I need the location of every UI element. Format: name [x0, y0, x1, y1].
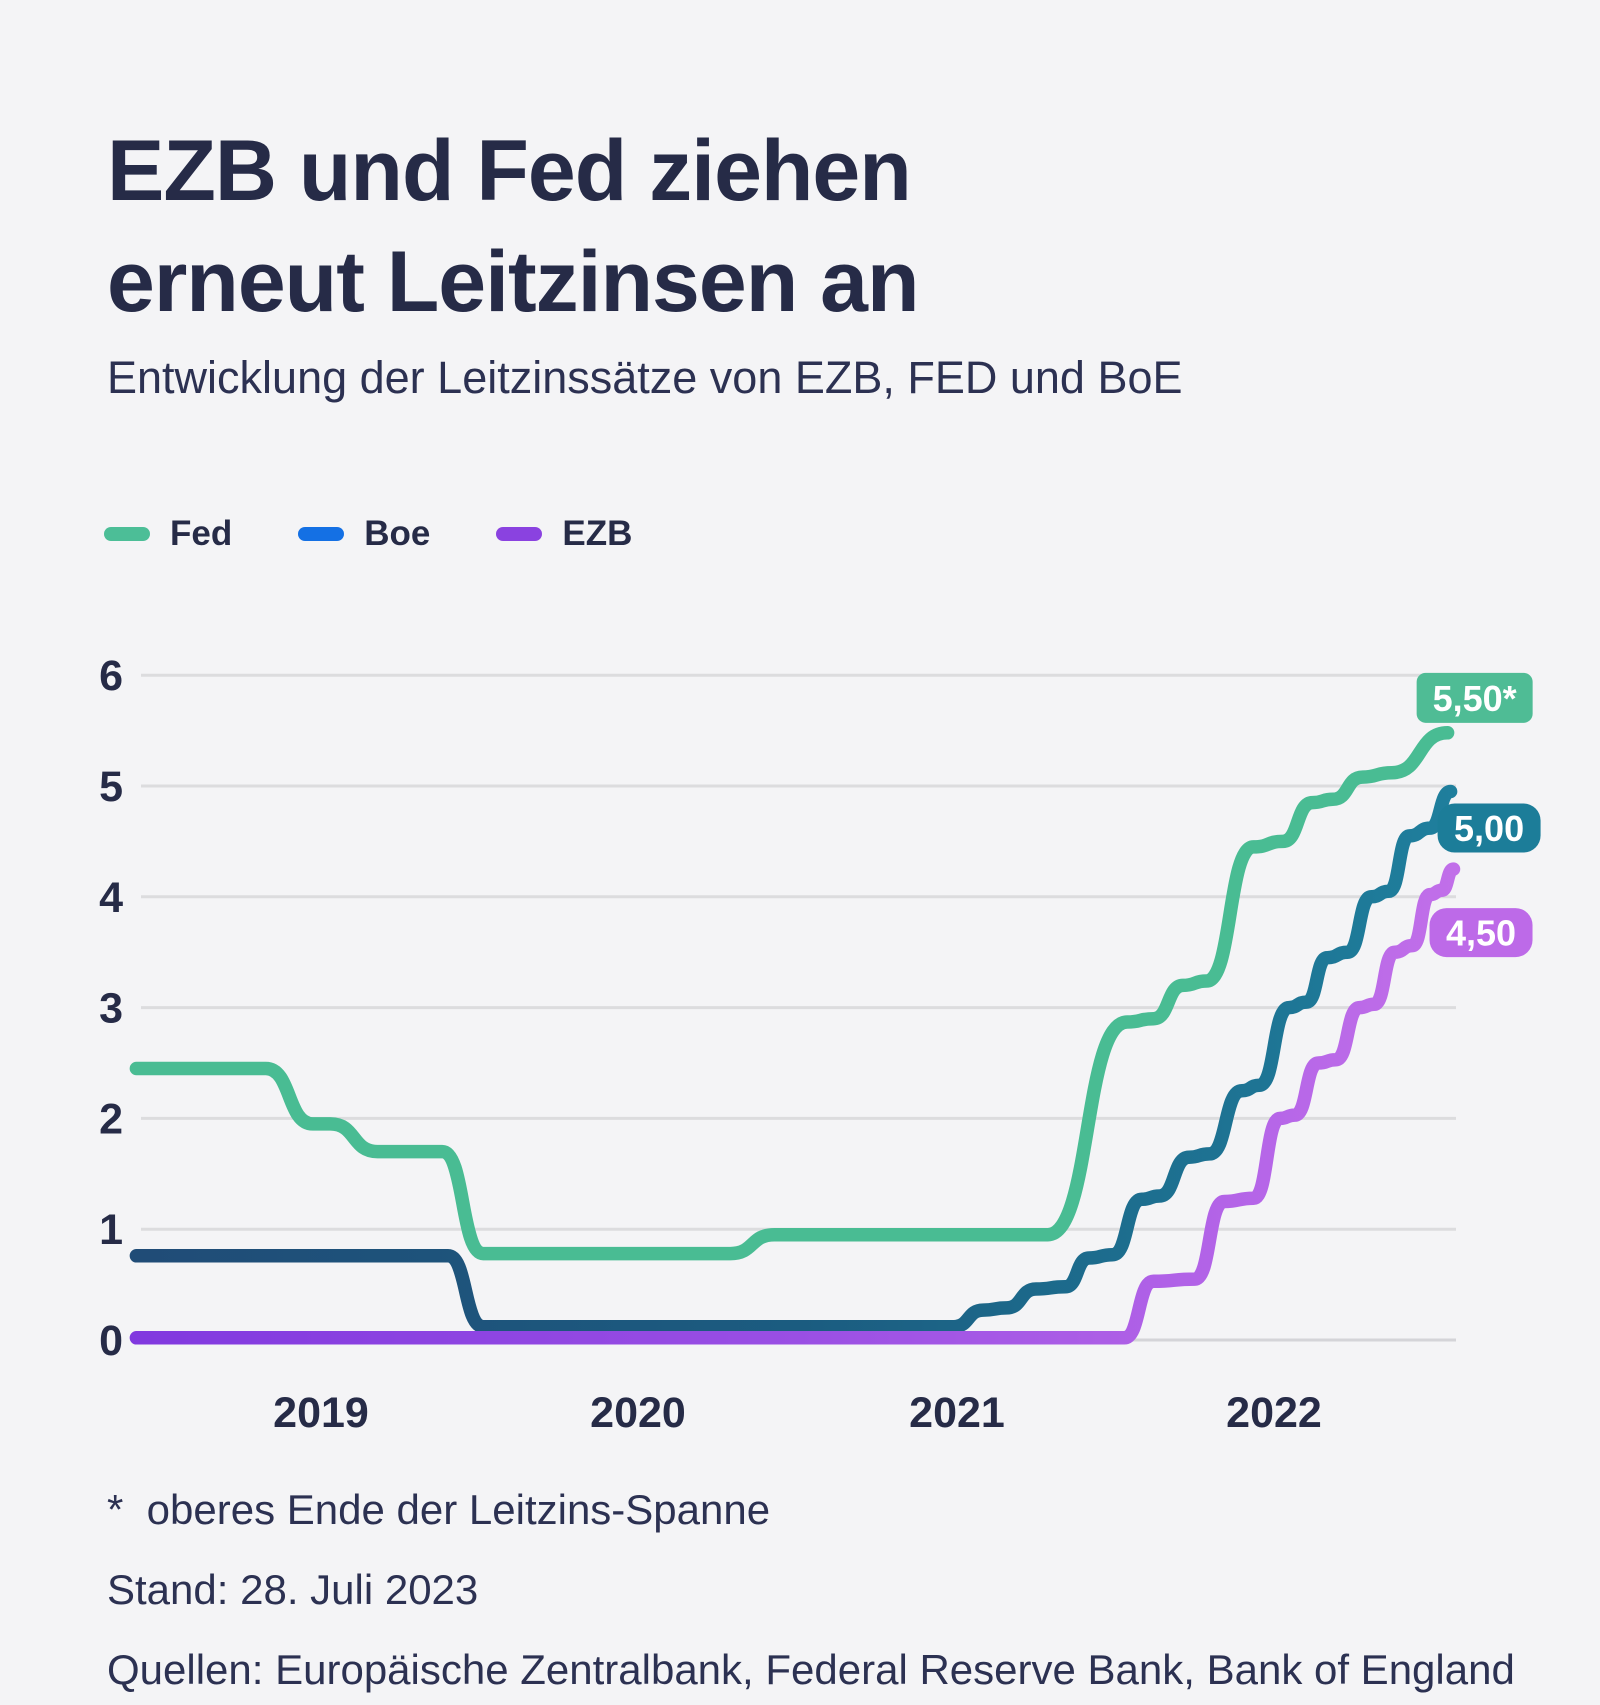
page-title: EZB und Fed ziehen erneut Leitzinsen an: [107, 122, 920, 331]
ezb-swatch-icon: [496, 527, 543, 541]
footnote-stand: Stand: 28. Juli 2023: [107, 1566, 479, 1613]
y-tick-label-4: 4: [99, 874, 123, 922]
x-tick-label-2022: 2022: [1226, 1389, 1322, 1437]
boe-line: [129, 784, 1458, 1334]
y-tick-label-2: 2: [99, 1095, 123, 1143]
fed-end-badge-label: 5,50*: [1433, 678, 1517, 719]
chart-subtitle: Entwicklung der Leitzinssätze von EZB, F…: [107, 352, 1183, 403]
legend-label-ezb: EZB: [562, 514, 633, 553]
footnote-asterisk: * oberes Ende der Leitzins-Spanne: [107, 1486, 771, 1533]
legend-label-boe: Boe: [364, 514, 431, 553]
legend-item-fed: Fed: [104, 514, 232, 554]
y-tick-label-3: 3: [99, 985, 123, 1033]
fed-line: [129, 726, 1455, 1261]
ezb-end-badge: [1429, 908, 1533, 958]
y-tick-label-5: 5: [99, 763, 123, 811]
legend-label-fed: Fed: [170, 514, 233, 553]
end-value-badges: 5,50* 5,00 4,50: [1416, 672, 1541, 958]
legend: Fed Boe EZB: [104, 514, 632, 554]
series-lines: [129, 726, 1461, 1345]
x-tick-label-2021: 2021: [909, 1389, 1005, 1437]
boe-end-badge: [1437, 803, 1541, 853]
fed-swatch-icon: [104, 527, 150, 541]
y-tick-label-0: 0: [99, 1317, 123, 1365]
fed-end-badge: [1416, 672, 1533, 723]
y-tick-label-1: 1: [99, 1206, 123, 1254]
y-tick-label-6: 6: [99, 652, 123, 700]
x-tick-label-2019: 2019: [273, 1389, 369, 1437]
ezb-end-badge-label: 4,50: [1446, 913, 1516, 954]
ezb-line: [129, 862, 1461, 1345]
boe-end-badge-label: 5,00: [1454, 808, 1524, 849]
boe-swatch-icon: [298, 527, 345, 541]
axis-labels: 0 1 2 3 4 5 6 2019 2020 2021 2022: [99, 652, 1322, 1437]
legend-item-boe: Boe: [298, 514, 430, 554]
x-tick-label-2020: 2020: [590, 1389, 686, 1437]
legend-item-ezb: EZB: [496, 514, 632, 554]
footnote-sources: Quellen: Europäische Zentralbank, Federa…: [107, 1646, 1515, 1693]
